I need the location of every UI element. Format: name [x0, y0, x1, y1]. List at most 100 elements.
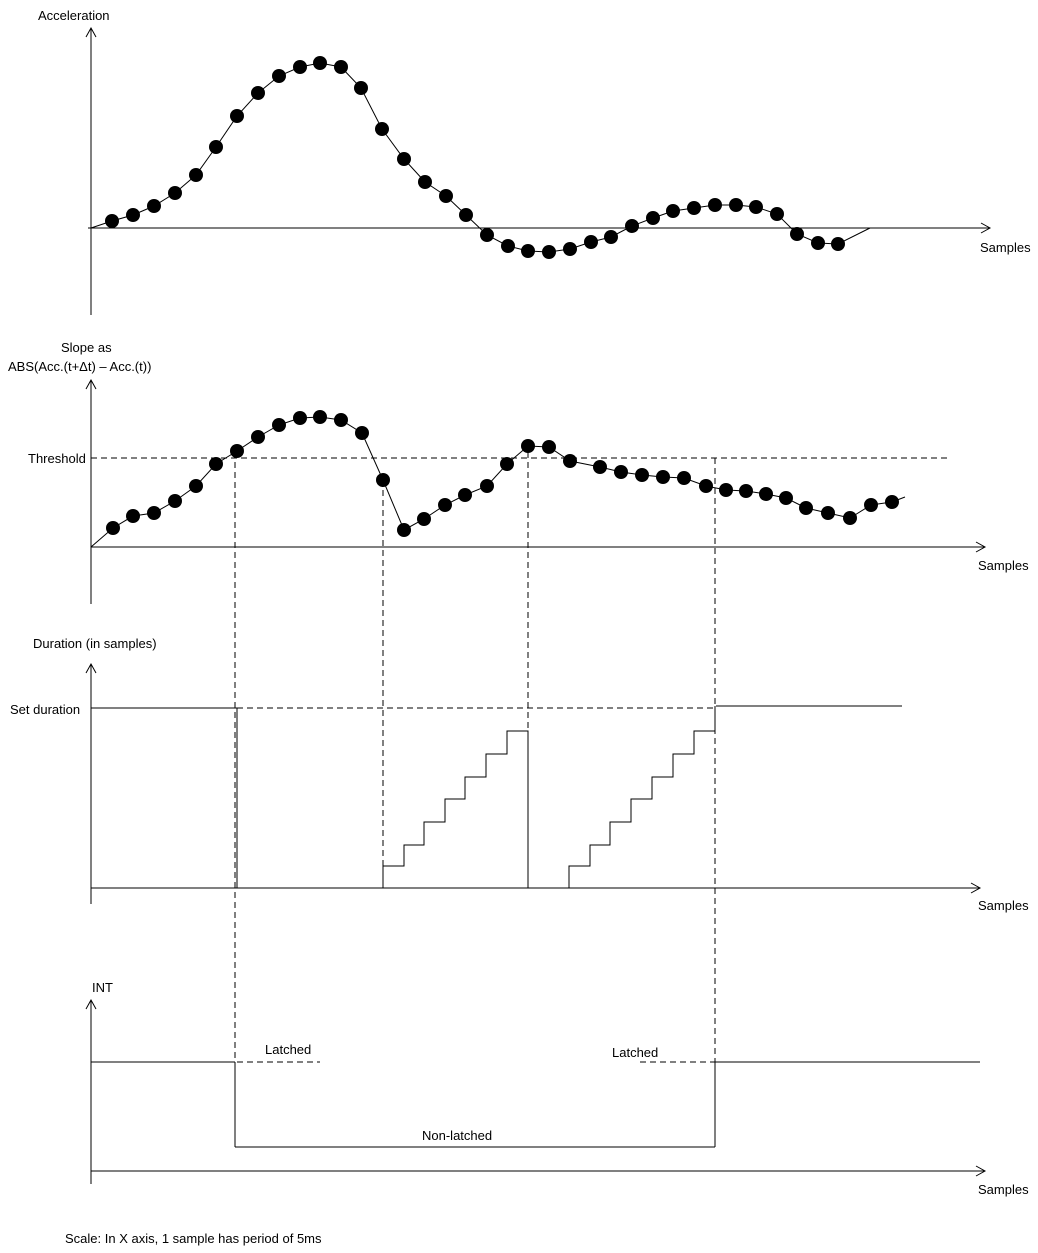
acceleration-sample-dot [459, 208, 473, 222]
acceleration-sample-dot [749, 200, 763, 214]
acceleration-curve [90, 62, 871, 253]
slope-sample-dot [293, 411, 307, 425]
slope-sample-dot [739, 484, 753, 498]
acceleration-sample-dot [584, 235, 598, 249]
slope-sample-dot [719, 483, 733, 497]
acceleration-panel: Acceleration Samples [38, 8, 1031, 315]
acceleration-samples [105, 56, 845, 259]
duration-panel: Duration (in samples) Set duration Sampl… [10, 636, 1029, 913]
slope-sample-dot [272, 418, 286, 432]
slope-sample-dot [168, 494, 182, 508]
acceleration-sample-dot [189, 168, 203, 182]
acceleration-sample-dot [646, 211, 660, 225]
acceleration-sample-dot [729, 198, 743, 212]
acceleration-sample-dot [354, 81, 368, 95]
acceleration-sample-dot [831, 237, 845, 251]
slope-panel: Slope as ABS(Acc.(t+Δt) – Acc.(t)) Thres… [8, 340, 1029, 604]
nonlatched-label: Non-latched [422, 1128, 492, 1143]
slope-sample-dot [864, 498, 878, 512]
acceleration-sample-dot [770, 207, 784, 221]
crossing-guides [234, 452, 716, 1090]
slope-sample-dot [126, 509, 140, 523]
slope-sample-dot [799, 501, 813, 515]
int-panel: INT Samples Latched Non-latched Latched [85, 980, 1029, 1197]
slope-sample-dot [147, 506, 161, 520]
acceleration-sample-dot [563, 242, 577, 256]
duration-staircase-2 [568, 706, 716, 888]
acceleration-sample-dot [604, 230, 618, 244]
slope-sample-dot [417, 512, 431, 526]
slope-sample-dot [334, 413, 348, 427]
slope-y-label-line1: Slope as [61, 340, 112, 355]
acceleration-y-label: Acceleration [38, 8, 110, 23]
slope-sample-dot [563, 454, 577, 468]
acceleration-sample-dot [230, 109, 244, 123]
slope-sample-dot [593, 460, 607, 474]
slope-samples [106, 410, 899, 537]
acceleration-sample-dot [790, 227, 804, 241]
slope-sample-dot [821, 506, 835, 520]
acceleration-sample-dot [293, 60, 307, 74]
acceleration-sample-dot [251, 86, 265, 100]
acceleration-sample-dot [334, 60, 348, 74]
slope-sample-dot [614, 465, 628, 479]
slope-sample-dot [209, 457, 223, 471]
acceleration-sample-dot [168, 186, 182, 200]
slope-sample-dot [843, 511, 857, 525]
slope-sample-dot [500, 457, 514, 471]
acceleration-sample-dot [272, 69, 286, 83]
duration-staircase-1 [382, 730, 529, 888]
acceleration-sample-dot [147, 199, 161, 213]
acceleration-sample-dot [480, 228, 494, 242]
slope-sample-dot [759, 487, 773, 501]
threshold-label: Threshold [28, 451, 86, 466]
acceleration-sample-dot [126, 208, 140, 222]
acceleration-sample-dot [313, 56, 327, 70]
slope-sample-dot [480, 479, 494, 493]
int-y-label: INT [92, 980, 113, 995]
slope-sample-dot [656, 470, 670, 484]
slope-sample-dot [230, 444, 244, 458]
acceleration-sample-dot [811, 236, 825, 250]
slope-sample-dot [438, 498, 452, 512]
latched-label-1: Latched [265, 1042, 311, 1057]
slope-sample-dot [885, 495, 899, 509]
duration-y-label: Duration (in samples) [33, 636, 157, 651]
int-x-label: Samples [978, 1182, 1029, 1197]
acceleration-sample-dot [397, 152, 411, 166]
slope-sample-dot [458, 488, 472, 502]
acceleration-sample-dot [209, 140, 223, 154]
acceleration-sample-dot [418, 175, 432, 189]
slope-curve [90, 416, 906, 548]
slope-sample-dot [397, 523, 411, 537]
slope-x-label: Samples [978, 558, 1029, 573]
duration-x-label: Samples [978, 898, 1029, 913]
slope-sample-dot [355, 426, 369, 440]
acceleration-sample-dot [687, 201, 701, 215]
set-duration-label: Set duration [10, 702, 80, 717]
slope-sample-dot [106, 521, 120, 535]
acceleration-x-label: Samples [980, 240, 1031, 255]
acceleration-sample-dot [375, 122, 389, 136]
slope-sample-dot [251, 430, 265, 444]
acceleration-sample-dot [708, 198, 722, 212]
slope-sample-dot [677, 471, 691, 485]
slope-sample-dot [779, 491, 793, 505]
acceleration-sample-dot [439, 189, 453, 203]
acceleration-sample-dot [521, 244, 535, 258]
acceleration-sample-dot [666, 204, 680, 218]
slope-sample-dot [635, 468, 649, 482]
slope-sample-dot [699, 479, 713, 493]
slope-y-label-line2: ABS(Acc.(t+Δt) – Acc.(t)) [8, 359, 151, 374]
acceleration-sample-dot [105, 214, 119, 228]
latched-label-2: Latched [612, 1045, 658, 1060]
acceleration-sample-dot [501, 239, 515, 253]
slope-sample-dot [542, 440, 556, 454]
slope-sample-dot [521, 439, 535, 453]
slope-sample-dot [313, 410, 327, 424]
scale-note: Scale: In X axis, 1 sample has period of… [65, 1231, 322, 1246]
acceleration-sample-dot [625, 219, 639, 233]
acceleration-sample-dot [542, 245, 556, 259]
slope-sample-dot [189, 479, 203, 493]
